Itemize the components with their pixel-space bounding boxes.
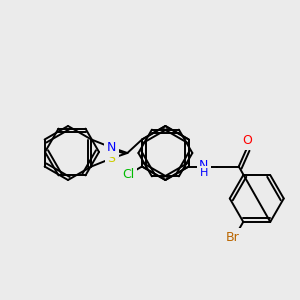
Text: Br: Br [225, 231, 239, 244]
Text: H: H [200, 169, 208, 178]
Text: N: N [199, 159, 208, 172]
Text: O: O [242, 134, 252, 147]
Text: S: S [107, 152, 116, 165]
Text: N: N [107, 141, 116, 154]
Text: Cl: Cl [122, 168, 134, 181]
